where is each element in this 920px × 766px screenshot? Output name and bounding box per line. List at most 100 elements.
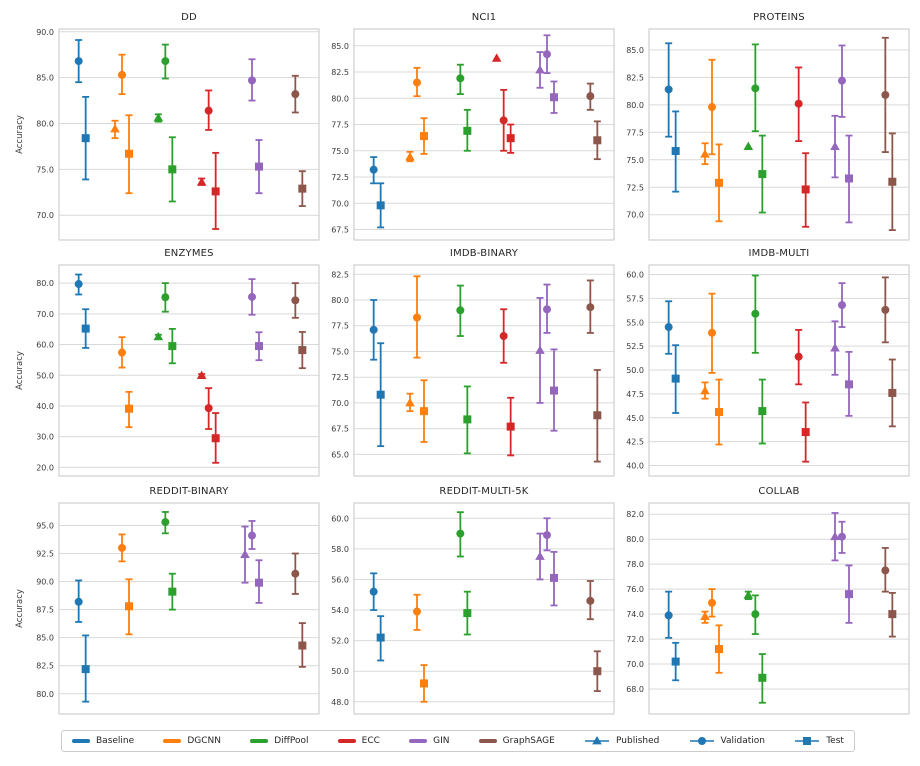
y-tick-label: 40.0 — [626, 461, 644, 470]
subplot-dd-canvas: 70.0 75.0 80.0 85.0 90.0 Accuracy — [15, 28, 320, 241]
subplot-title: DD — [181, 12, 197, 23]
series-dgcnn — [700, 588, 723, 674]
series-ecc — [196, 89, 220, 230]
series-dgcnn — [118, 336, 133, 429]
y-tick-label: 30.0 — [36, 433, 54, 442]
y-tick-label: 80.0 — [626, 535, 644, 544]
legend: Baseline DGCNN DiffPool ECC GIN GraphSAG… — [61, 730, 855, 752]
legend-item-gin: GIN — [409, 736, 449, 746]
plot-area: 20.0 30.0 40.0 50.0 60.0 70.0 80.0 Accuracy — [15, 264, 320, 477]
plot-area: 70.0 75.0 80.0 85.0 90.0 Accuracy — [15, 28, 320, 241]
series-baseline — [369, 299, 385, 448]
y-tick-label: 90.0 — [36, 28, 54, 37]
series-baseline — [369, 572, 385, 662]
series-graphsage — [586, 82, 602, 161]
subplot-imdb-binary: IMDB-BINARY 65.0 67.5 70.0 72.5 75.0 77.5 80.0… — [308, 247, 620, 486]
series-gin — [830, 44, 853, 224]
y-tick-label: 72.5 — [626, 183, 644, 192]
legend-label: GIN — [433, 736, 450, 746]
legend-label: GraphSAGE — [502, 736, 555, 746]
y-tick-label: 82.5 — [331, 270, 349, 279]
series-gin — [535, 34, 558, 114]
subplot-title: IMDB-MULTI — [748, 248, 810, 259]
series-ecc — [499, 308, 515, 457]
y-tick-label: 82.5 — [36, 662, 54, 671]
series-gin — [830, 282, 853, 417]
plot-area: 68.0 70.0 72.0 74.0 76.0 78.0 80.0 82.0 — [626, 502, 910, 715]
series-baseline — [74, 39, 90, 181]
legend-label: DGCNN — [187, 736, 222, 746]
subplot-title: ENZYMES — [164, 248, 214, 259]
y-tick-label: 82.0 — [626, 510, 644, 519]
series-diffpool — [743, 590, 767, 704]
graphsage-line-swatch-icon — [478, 739, 497, 743]
y-tick-label: 75.0 — [36, 165, 54, 174]
series-diffpool — [751, 274, 767, 445]
y-tick-label: 70.0 — [626, 660, 644, 669]
y-tick-label: 80.0 — [626, 101, 644, 110]
legend-label: Test — [826, 736, 844, 746]
legend-item-validation: Validation — [689, 734, 765, 748]
series-graphsage — [881, 547, 897, 638]
y-tick-label: 72.5 — [331, 373, 349, 382]
y-tick-label: 77.5 — [331, 322, 349, 331]
y-tick-label: 80.0 — [331, 296, 349, 305]
y-tick-label: 75.0 — [626, 156, 644, 165]
series-dgcnn — [405, 66, 428, 163]
y-tick-label: 20.0 — [36, 463, 54, 472]
series-baseline — [664, 300, 680, 414]
series-dgcnn — [110, 53, 133, 195]
y-tick-label: 77.5 — [331, 121, 349, 130]
y-tick-label: 74.0 — [626, 610, 644, 619]
y-tick-label: 72.0 — [626, 635, 644, 644]
y-tick-label: 75.0 — [331, 347, 349, 356]
y-tick-label: 70.0 — [36, 310, 54, 319]
y-tick-label: 52.0 — [331, 637, 349, 646]
series-gin — [830, 512, 853, 624]
y-tick-label: 87.5 — [36, 606, 54, 615]
subplot-reddit-multi-5k: REDDIT-MULTI-5K 48.0 50.0 52.0 54.0 56.0 58.0… — [308, 485, 620, 724]
published-triangle-marker-icon — [585, 736, 610, 745]
subplot-title: REDDIT-MULTI-5K — [439, 486, 529, 497]
y-tick-label: 54.0 — [331, 606, 349, 615]
y-tick-label: 76.0 — [626, 585, 644, 594]
y-tick-label: 80.0 — [36, 279, 54, 288]
legend-label: Baseline — [96, 736, 135, 746]
legend-item-published: Published — [584, 734, 659, 748]
y-tick-label: 85.0 — [36, 74, 54, 83]
legend-label: Published — [616, 736, 660, 746]
y-tick-label: 78.0 — [626, 560, 644, 569]
series-diffpool — [153, 282, 177, 365]
gin-line-swatch-icon — [409, 739, 428, 743]
series-graphsage — [291, 552, 307, 668]
subplot-imdb-binary-canvas: 65.0 67.5 70.0 72.5 75.0 77.5 80.0 82.5 — [331, 264, 615, 477]
y-tick-label: 45.0 — [626, 414, 644, 423]
y-tick-label: 57.5 — [626, 294, 644, 303]
series-diffpool — [153, 43, 177, 203]
series-dgcnn — [700, 292, 723, 446]
subplot-title: REDDIT-BINARY — [149, 486, 229, 497]
y-tick-label: 90.0 — [36, 578, 54, 587]
series-baseline — [74, 273, 90, 349]
y-tick-label: 50.0 — [626, 366, 644, 375]
y-axis-label: Accuracy — [15, 351, 25, 390]
diffpool-line-swatch-icon — [250, 739, 269, 743]
y-tick-label: 95.0 — [36, 521, 54, 530]
legend-label: ECC — [361, 736, 380, 746]
y-tick-label: 77.5 — [626, 128, 644, 137]
legend-item-graphsage: GraphSAGE — [478, 736, 555, 746]
y-tick-label: 40.0 — [36, 402, 54, 411]
subplot-imdb-multi: IMDB-MULTI 40.0 42.5 45.0 47.5 50.0 52.5 55.0 5… — [603, 247, 915, 486]
y-tick-label: 85.0 — [626, 46, 644, 55]
subplot-reddit-binary: REDDIT-BINARY 80.0 82.5 85.0 87.5 90.0 92.5 95… — [13, 485, 325, 724]
y-tick-label: 70.0 — [331, 199, 349, 208]
series-graphsage — [291, 282, 307, 370]
plot-area: 40.0 42.5 45.0 47.5 50.0 52.5 55.0 57.5 60.0 — [626, 264, 910, 477]
y-tick-label: 68.0 — [626, 685, 644, 694]
series-baseline — [369, 156, 385, 229]
plot-area: 80.0 82.5 85.0 87.5 90.0 92.5 95.0 Accuracy — [15, 502, 320, 715]
subplot-enzymes-canvas: 20.0 30.0 40.0 50.0 60.0 70.0 80.0 Accuracy — [15, 264, 320, 477]
series-baseline — [74, 579, 90, 703]
y-tick-label: 48.0 — [331, 698, 349, 707]
y-tick-label: 65.0 — [331, 450, 349, 459]
